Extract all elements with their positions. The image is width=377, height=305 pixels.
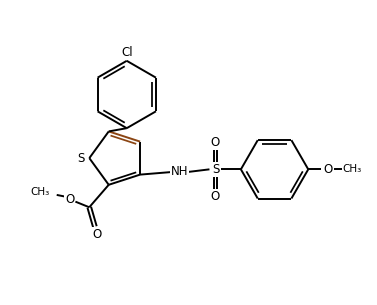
Text: O: O	[211, 136, 220, 149]
Text: NH: NH	[171, 166, 188, 178]
Text: O: O	[211, 190, 220, 203]
Text: O: O	[323, 163, 333, 176]
Text: CH₃: CH₃	[30, 187, 49, 197]
Text: O: O	[65, 192, 74, 206]
Text: S: S	[77, 152, 85, 165]
Text: CH₃: CH₃	[343, 164, 362, 174]
Text: S: S	[212, 163, 219, 176]
Text: O: O	[92, 228, 101, 242]
Text: Cl: Cl	[121, 46, 133, 59]
